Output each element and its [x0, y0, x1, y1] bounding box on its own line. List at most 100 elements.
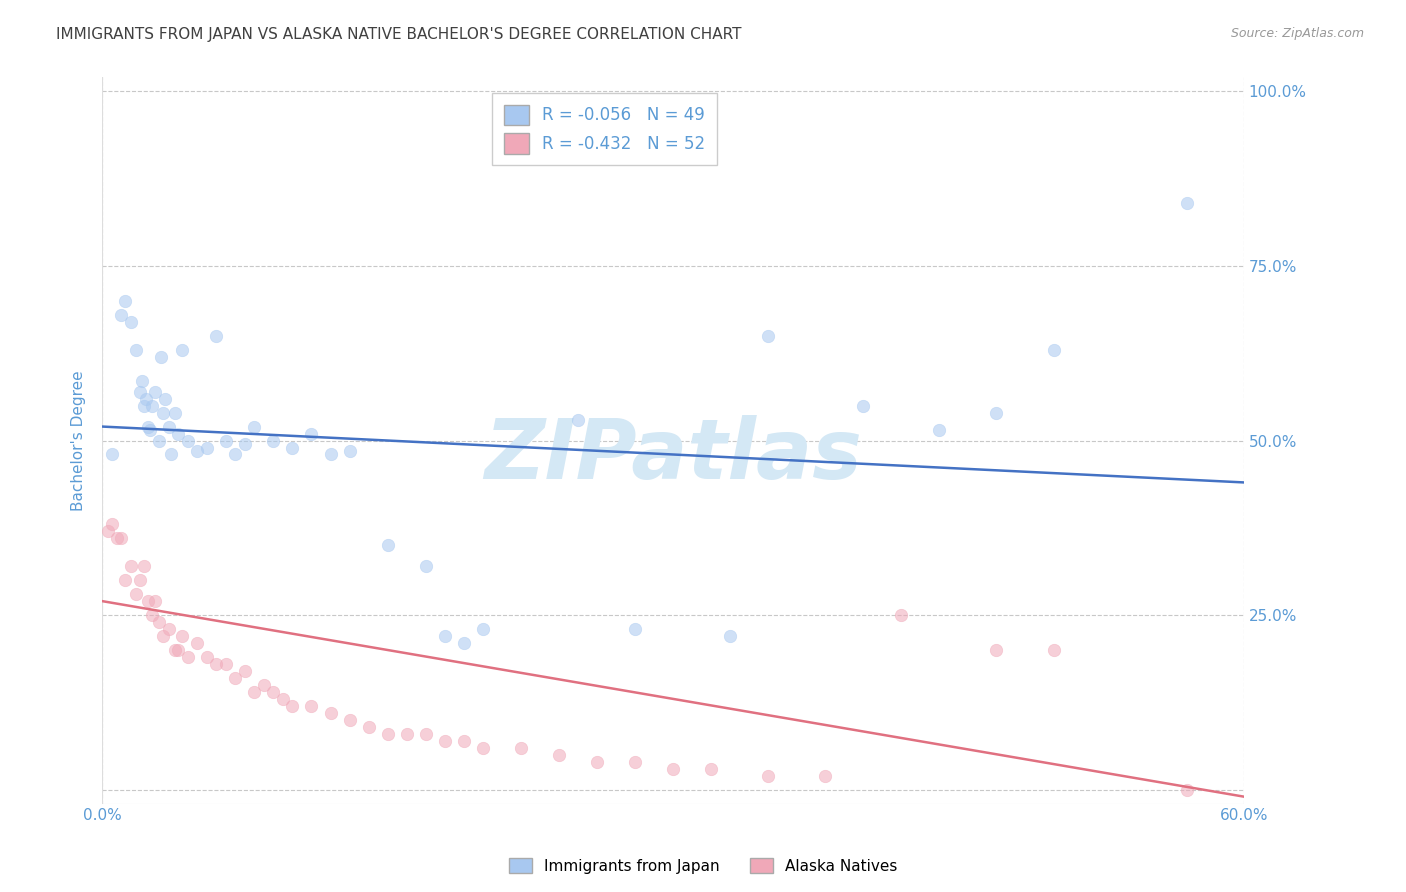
Point	[135, 392, 157, 406]
Point	[1042, 643, 1064, 657]
Text: IMMIGRANTS FROM JAPAN VS ALASKA NATIVE BACHELOR'S DEGREE CORRELATION CHART: IMMIGRANTS FROM JAPAN VS ALASKA NATIVE B…	[56, 27, 742, 42]
Point	[186, 636, 208, 650]
Point	[453, 636, 475, 650]
Point	[233, 437, 256, 451]
Legend: Immigrants from Japan, Alaska Natives: Immigrants from Japan, Alaska Natives	[502, 852, 904, 880]
Point	[662, 762, 685, 776]
Point	[453, 733, 475, 747]
Point	[120, 559, 142, 574]
Point	[852, 399, 875, 413]
Point	[131, 374, 153, 388]
Point	[233, 664, 256, 678]
Point	[177, 650, 200, 665]
Point	[132, 399, 155, 413]
Point	[253, 678, 276, 692]
Point	[357, 720, 380, 734]
Point	[339, 713, 361, 727]
Point	[433, 733, 456, 747]
Point	[205, 657, 228, 671]
Point	[114, 293, 136, 308]
Point	[224, 448, 246, 462]
Point	[110, 531, 132, 545]
Point	[177, 434, 200, 448]
Point	[139, 423, 162, 437]
Point	[100, 517, 122, 532]
Point	[928, 423, 950, 437]
Point	[395, 727, 418, 741]
Point	[890, 608, 912, 623]
Point	[136, 419, 159, 434]
Point	[172, 343, 194, 357]
Point	[152, 406, 174, 420]
Legend: R = -0.056   N = 49, R = -0.432   N = 52: R = -0.056 N = 49, R = -0.432 N = 52	[492, 93, 717, 165]
Point	[159, 448, 181, 462]
Point	[195, 441, 218, 455]
Point	[120, 315, 142, 329]
Point	[471, 622, 494, 636]
Point	[262, 685, 284, 699]
Point	[986, 643, 1008, 657]
Point	[157, 622, 180, 636]
Point	[141, 399, 163, 413]
Point	[136, 594, 159, 608]
Point	[129, 573, 152, 587]
Point	[1175, 782, 1198, 797]
Point	[145, 594, 167, 608]
Point	[243, 685, 266, 699]
Point	[319, 706, 342, 720]
Point	[433, 629, 456, 643]
Text: ZIPatlas: ZIPatlas	[484, 415, 862, 496]
Y-axis label: Bachelor's Degree: Bachelor's Degree	[72, 370, 86, 511]
Point	[756, 769, 779, 783]
Point	[167, 426, 190, 441]
Point	[319, 448, 342, 462]
Point	[700, 762, 723, 776]
Point	[152, 629, 174, 643]
Point	[1042, 343, 1064, 357]
Point	[110, 308, 132, 322]
Point	[186, 444, 208, 458]
Point	[339, 444, 361, 458]
Point	[145, 384, 167, 399]
Point	[107, 531, 129, 545]
Point	[271, 691, 294, 706]
Point	[301, 698, 323, 713]
Point	[157, 419, 180, 434]
Point	[224, 671, 246, 685]
Point	[243, 419, 266, 434]
Point	[281, 698, 304, 713]
Point	[567, 412, 589, 426]
Point	[153, 392, 176, 406]
Point	[624, 755, 647, 769]
Point	[129, 384, 152, 399]
Point	[471, 740, 494, 755]
Point	[377, 538, 399, 552]
Point	[100, 448, 122, 462]
Point	[141, 608, 163, 623]
Point	[167, 643, 190, 657]
Point	[415, 559, 437, 574]
Point	[215, 657, 238, 671]
Point	[150, 350, 173, 364]
Point	[195, 650, 218, 665]
Point	[986, 406, 1008, 420]
Point	[148, 434, 170, 448]
Point	[814, 769, 837, 783]
Point	[415, 727, 437, 741]
Point	[756, 328, 779, 343]
Text: Source: ZipAtlas.com: Source: ZipAtlas.com	[1230, 27, 1364, 40]
Point	[163, 406, 186, 420]
Point	[205, 328, 228, 343]
Point	[148, 615, 170, 629]
Point	[1175, 196, 1198, 211]
Point	[377, 727, 399, 741]
Point	[509, 740, 531, 755]
Point	[125, 587, 148, 601]
Point	[125, 343, 148, 357]
Point	[624, 622, 647, 636]
Point	[262, 434, 284, 448]
Point	[215, 434, 238, 448]
Point	[172, 629, 194, 643]
Point	[547, 747, 569, 762]
Point	[114, 573, 136, 587]
